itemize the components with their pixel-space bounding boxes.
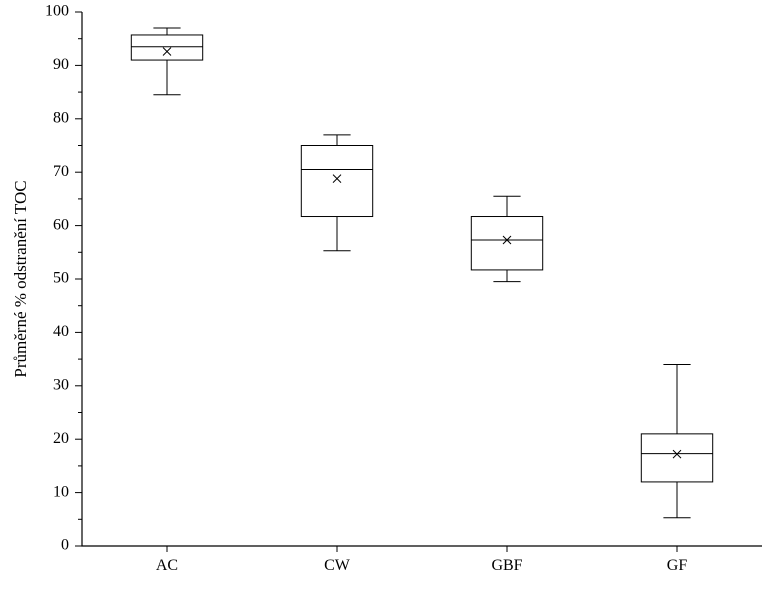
y-tick-label: 80 <box>53 109 69 126</box>
box <box>301 146 372 217</box>
y-tick-label: 50 <box>53 270 69 287</box>
x-category-label: CW <box>324 557 351 574</box>
y-tick-label: 70 <box>53 163 69 180</box>
y-tick-label: 20 <box>53 430 69 447</box>
boxplot-chart: 0 10 20 30 40 50 60 70 80 90 100 Průměrné % odstran… <box>0 0 780 600</box>
x-category-label: GF <box>667 557 688 574</box>
x-category-label: AC <box>156 557 178 574</box>
chart-svg: 0 10 20 30 40 50 60 70 80 90 100 Průměrné % odstran… <box>0 0 780 600</box>
y-tick-label: 10 <box>53 483 69 500</box>
box <box>471 217 542 270</box>
box <box>131 35 202 60</box>
y-axis-label: Průměrné % odstranění TOC <box>11 180 30 377</box>
x-category-label: GBF <box>491 557 522 574</box>
y-tick-label: 90 <box>53 56 69 73</box>
y-tick-label: 40 <box>53 323 69 340</box>
y-tick-label: 30 <box>53 376 69 393</box>
y-tick-label: 0 <box>61 537 69 554</box>
y-tick-label: 100 <box>45 3 69 20</box>
box <box>641 434 712 482</box>
y-tick-label: 60 <box>53 216 69 233</box>
